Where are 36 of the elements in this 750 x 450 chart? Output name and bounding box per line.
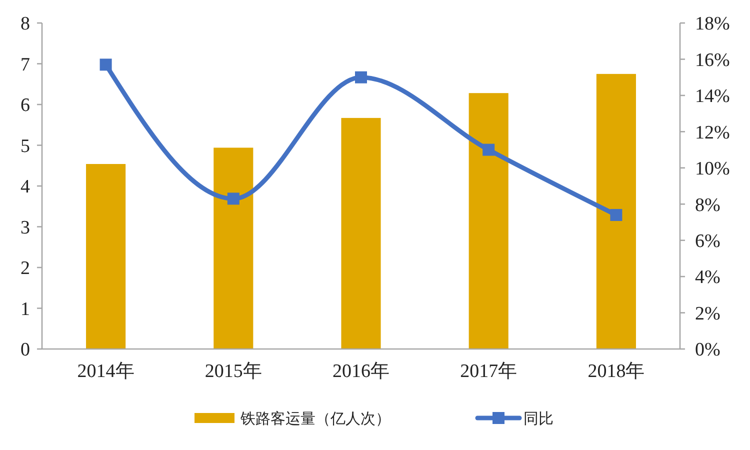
y2-tick-label: 16% [695, 50, 730, 71]
bar [86, 164, 126, 349]
y2-tick-label: 2% [695, 303, 720, 324]
point [227, 192, 240, 205]
point [610, 208, 622, 221]
x-tick-label: 2015年 [204, 361, 262, 382]
y-tick-label: 5 [20, 136, 30, 157]
legend-label: 铁路客运量（亿人次） [240, 409, 390, 428]
y2-tick-label: 8% [695, 194, 720, 216]
y2-tick-label: 18% [695, 14, 730, 35]
point [100, 58, 112, 71]
y-tick-label: 4 [20, 176, 30, 198]
y-tick-label: 6 [20, 95, 30, 116]
y2-tick-label: 6% [695, 230, 720, 252]
y-tick-label: 8 [20, 14, 30, 35]
x-tick-label: 2014年 [77, 361, 134, 382]
y-tick-label: 1 [20, 298, 30, 320]
y2-tick-label: 4% [695, 267, 720, 288]
y2-tick-label: 10% [695, 158, 730, 180]
y-tick-label: 3 [20, 217, 30, 238]
bar [468, 93, 508, 349]
y2-tick-label: 14% [695, 86, 730, 108]
y2-tick-label: 12% [695, 122, 730, 144]
bar [214, 148, 254, 349]
x-tick-label: 2018年 [588, 361, 645, 382]
x-tick-label: 2017年 [460, 361, 518, 382]
bar [341, 118, 381, 349]
point [355, 71, 367, 84]
y-tick-label: 0 [20, 340, 30, 361]
x-tick-label: 2016年 [332, 361, 390, 382]
y-tick-label: 7 [20, 54, 30, 76]
y2-tick-label: 0% [695, 340, 720, 361]
legend-label: 同比 [524, 409, 554, 428]
bar [596, 74, 636, 349]
y-tick-label: 2 [20, 258, 30, 280]
point [482, 144, 495, 156]
